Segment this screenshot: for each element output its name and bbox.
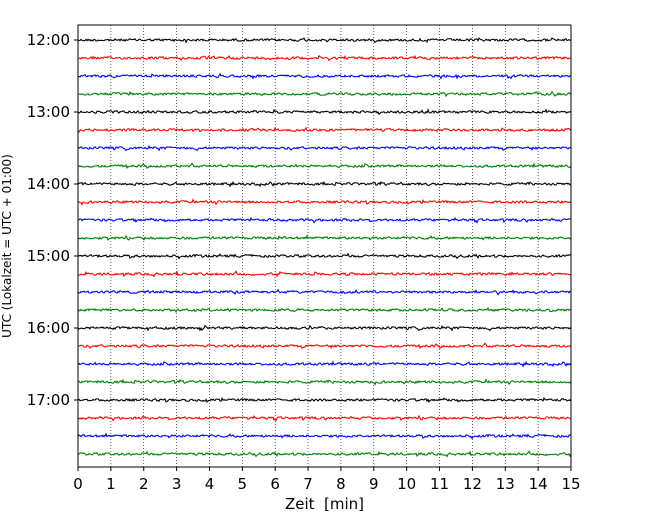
trace-1230: [77, 72, 572, 80]
trace-1430: [77, 216, 572, 224]
trace-1330: [77, 145, 572, 152]
trace-1200: [77, 37, 572, 44]
x-tick-label: 0: [73, 475, 83, 493]
x-tick-label: 10: [397, 475, 416, 493]
trace-1700: [77, 396, 572, 403]
trace-1545: [77, 306, 572, 314]
x-tick-label: 8: [336, 475, 346, 493]
x-tick-label: 6: [270, 475, 280, 493]
x-tick-label: 13: [496, 475, 515, 493]
y-tick-label: 14:00: [27, 175, 70, 193]
trace-1615: [77, 342, 572, 350]
x-tick-label: 1: [106, 475, 116, 493]
trace-1345: [77, 162, 572, 170]
x-tick-label: 2: [139, 475, 149, 493]
x-tick-label: 3: [172, 475, 182, 493]
trace-1600: [77, 324, 572, 332]
x-tick-label: 5: [238, 475, 248, 493]
y-tick-label: 17:00: [27, 391, 70, 409]
plot-frame: [77, 24, 572, 468]
x-tick-label: 12: [463, 475, 482, 493]
trace-1515: [77, 270, 572, 278]
trace-1730: [77, 432, 572, 440]
x-tick-label: 7: [303, 475, 313, 493]
x-axis-label: Zeit [min]: [285, 495, 364, 513]
trace-1400: [77, 180, 572, 188]
y-tick-label: 15:00: [27, 247, 70, 265]
trace-1215: [77, 54, 572, 62]
y-tick-label: 13:00: [27, 103, 70, 121]
trace-1530: [77, 288, 572, 296]
trace-1500: [77, 252, 572, 260]
x-tick-label: 11: [430, 475, 449, 493]
trace-1300: [77, 108, 572, 116]
trace-1445: [77, 234, 572, 241]
trace-1315: [77, 126, 572, 133]
seismogram-traces: [77, 37, 572, 458]
trace-1415: [77, 198, 572, 206]
y-axis-label: UTC (Lokalzeit = UTC + 01:00): [0, 154, 14, 338]
x-tick-label: 15: [561, 475, 580, 493]
x-tick-label: 14: [529, 475, 548, 493]
x-axis-ticks: 0 1 2 3 4 5 6 7 8 9 10 11 12 13 14 15: [73, 467, 581, 493]
y-axis-ticks: 12:00 13:00 14:00 15:00 16:00 17:00: [27, 31, 78, 409]
x-tick-label: 4: [205, 475, 215, 493]
trace-1245: [77, 90, 572, 98]
trace-1745: [77, 450, 572, 458]
trace-1715: [77, 414, 572, 422]
x-tick-label: 9: [369, 475, 379, 493]
trace-1645: [77, 378, 572, 386]
y-tick-label: 12:00: [27, 31, 70, 49]
y-tick-label: 16:00: [27, 319, 70, 337]
trace-1630: [77, 360, 572, 368]
